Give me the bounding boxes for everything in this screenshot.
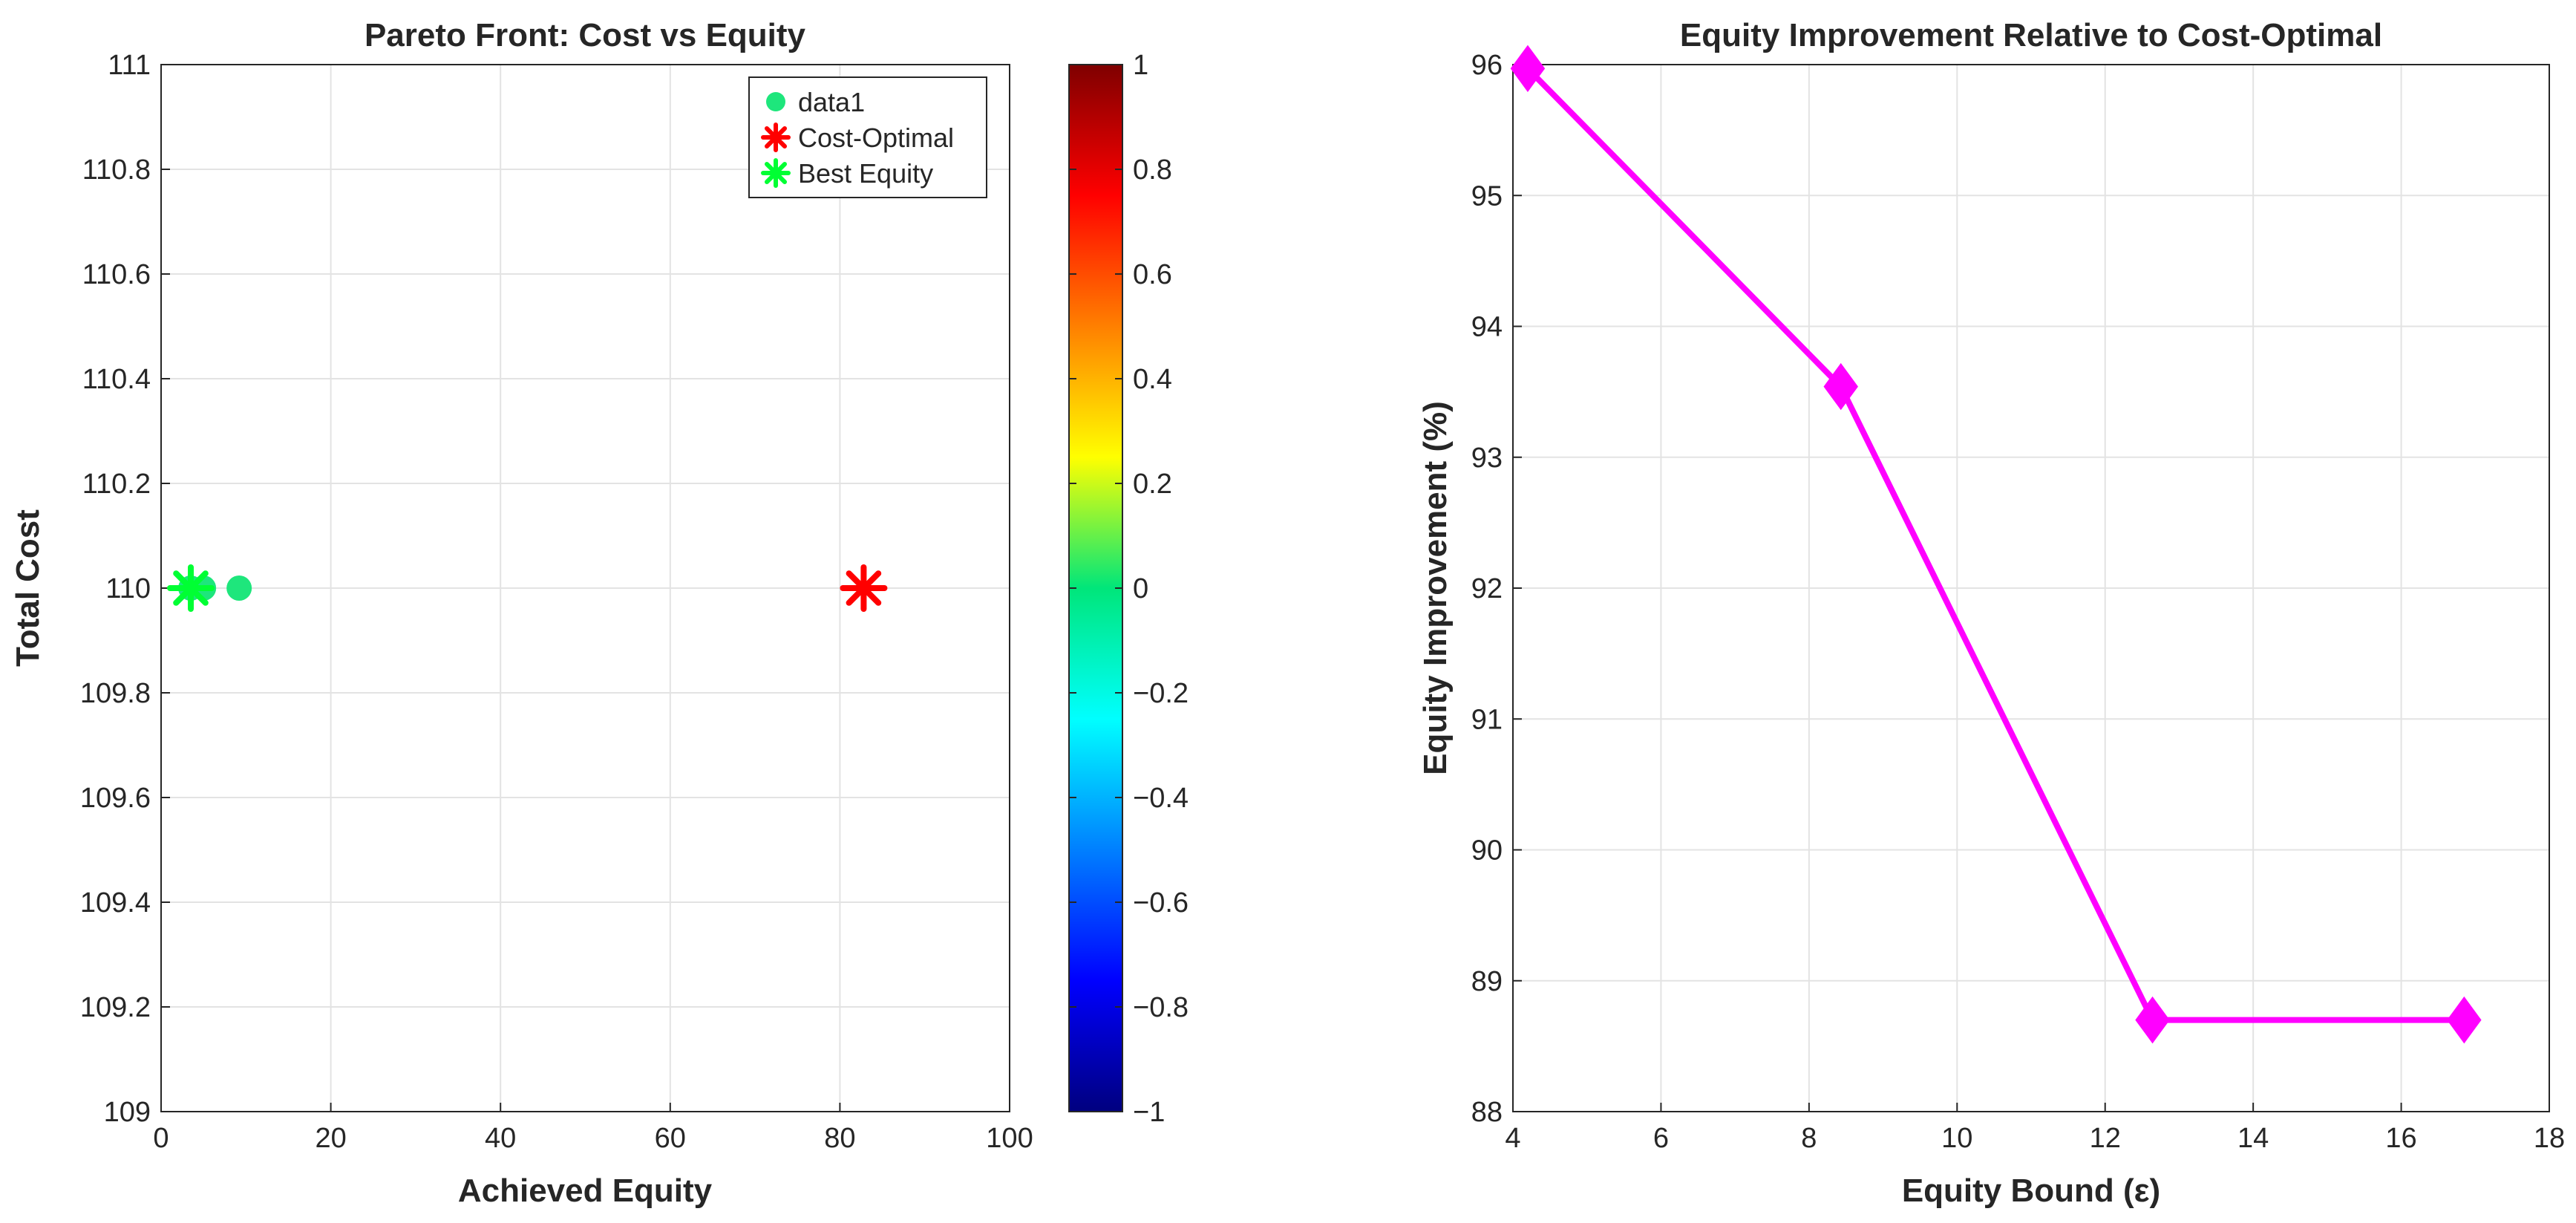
x-tick-label: 20 (315, 1123, 346, 1154)
x-tick-label: 18 (2534, 1123, 2565, 1154)
y-tick-label: 109 (104, 1097, 151, 1128)
legend: data1 Cost-Optimal Best Equity (748, 76, 987, 198)
data-point (2135, 996, 2170, 1044)
legend-marker (761, 123, 791, 152)
colorbar-tick-label: 0 (1133, 573, 1148, 604)
colorbar: 1 0.8 0.6 0.4 0.2 0 −0.2 −0.4 −0.6 −0.8 −1 (1068, 50, 1189, 1128)
data-point (840, 564, 888, 612)
y-tick-label: 94 (1471, 312, 1503, 343)
x-tick-label: 4 (1505, 1123, 1520, 1154)
y-tick-label: 109.2 (80, 992, 151, 1023)
y-tick-label: 110.8 (82, 154, 151, 186)
y-tick-label: 111 (108, 50, 151, 81)
data-point (2447, 996, 2482, 1044)
legend-entry-label: Best Equity (798, 158, 933, 189)
colorbar-tick-label: −0.4 (1133, 783, 1189, 814)
x-tick-label: 6 (1653, 1123, 1669, 1154)
y-axis-label: Total Cost (10, 509, 46, 667)
x-tick-label: 10 (1941, 1123, 1972, 1154)
colorbar-tick-label: 0.8 (1133, 154, 1172, 186)
y-tick-label: 109.6 (80, 783, 151, 814)
y-tick-label: 91 (1471, 704, 1503, 735)
colorbar-tick-label: 0.4 (1133, 364, 1172, 395)
x-tick-label: 14 (2237, 1123, 2269, 1154)
colorbar-gradient (1068, 64, 1123, 1112)
chart-title: Pareto Front: Cost vs Equity (365, 17, 806, 53)
tick-labels: 4 6 8 10 12 14 16 18 88 89 90 91 92 93 94 95 96 (1471, 50, 2565, 1154)
data-point (1510, 45, 1546, 92)
chart-title: Equity Improvement Relative to Cost-Opti… (1680, 17, 2382, 53)
x-tick-label: 100 (986, 1123, 1033, 1154)
y-tick-label: 93 (1471, 443, 1503, 474)
data-point (226, 575, 252, 601)
x-tick-label: 0 (153, 1123, 169, 1154)
x-tick-label: 40 (485, 1123, 516, 1154)
colorbar-tick-label: 1 (1133, 50, 1148, 81)
colorbar-tick-label: −0.6 (1133, 887, 1189, 919)
legend-entry-label: Cost-Optimal (798, 123, 954, 153)
x-tick-label: 80 (824, 1123, 855, 1154)
y-tick-label: 109.8 (80, 678, 151, 709)
y-tick-label: 110.4 (82, 364, 151, 395)
x-tick-label: 8 (1801, 1123, 1817, 1154)
y-tick-label: 89 (1471, 966, 1503, 997)
colorbar-tick-label: −0.2 (1133, 678, 1189, 709)
x-tick-label: 16 (2385, 1123, 2416, 1154)
legend-marker (766, 92, 785, 111)
colorbar-tick-label: −0.8 (1133, 992, 1189, 1023)
grid (1512, 64, 2550, 1112)
pareto-front-chart: 0 20 40 60 80 100109109.2109.4109.6109.811011… (10, 17, 1189, 1209)
data-point (167, 564, 215, 612)
legend-entry-label: data1 (798, 87, 865, 117)
x-axis-label: Equity Bound (ε) (1902, 1173, 2160, 1209)
data-marks (1510, 45, 2482, 1044)
y-tick-label: 96 (1471, 50, 1503, 81)
y-tick-label: 110.6 (82, 259, 151, 290)
data-marks (167, 564, 888, 612)
y-axis-label: Equity Improvement (%) (1417, 401, 1454, 775)
x-tick-label: 12 (2090, 1123, 2121, 1154)
y-tick-label: 109.4 (80, 887, 151, 919)
tick-labels: 0 20 40 60 80 100 109 109.2 109.4 109.6 109.8 110 11… (80, 50, 1033, 1154)
y-tick-label: 110 (105, 573, 151, 604)
equity-improvement-chart: 4 6 8 10 12 14 16 18 88 89 90 91 92 93 94 95 96 Equity I… (1417, 17, 2565, 1209)
y-tick-label: 88 (1471, 1097, 1503, 1128)
legend-marker (761, 158, 791, 188)
y-tick-label: 95 (1471, 180, 1503, 212)
x-axis-label: Achieved Equity (458, 1173, 713, 1209)
series-line (1526, 66, 2465, 1023)
x-tick-label: 60 (655, 1123, 686, 1154)
y-tick-label: 90 (1471, 835, 1503, 867)
y-tick-label: 110.2 (82, 469, 151, 500)
y-tick-label: 92 (1471, 573, 1503, 604)
colorbar-tick-label: 0.2 (1133, 469, 1172, 500)
data-point (1823, 362, 1858, 411)
colorbar-tick-label: 0.6 (1133, 259, 1172, 290)
colorbar-tick-label: −1 (1133, 1097, 1165, 1128)
